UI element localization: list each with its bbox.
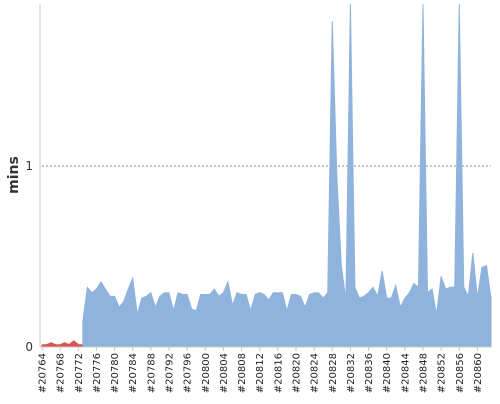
x-tick-label: #20772 [74,353,85,393]
x-tick-label: #20792 [164,353,175,393]
x-tick-label: #20836 [364,353,375,393]
x-tick-label: #20816 [273,353,284,393]
x-tick-label: #20860 [473,353,484,393]
series-line-0 [42,340,83,347]
x-tick-label: #20800 [201,353,212,393]
x-tick-label: #20780 [110,353,121,393]
x-tick-label: #20824 [310,353,321,393]
x-tick-label: #20804 [219,353,230,393]
y-axis-label: mins [6,156,22,194]
x-tick-label: #20812 [255,353,266,393]
axes-layer: mins [6,4,491,348]
x-tick-label: #20796 [183,353,194,393]
x-tick-label: #20764 [38,353,49,393]
x-tick-label: #20832 [346,353,357,393]
x-tick-label: #20820 [291,353,302,393]
x-tick-label: #20788 [146,353,157,393]
x-tick-label: #20840 [382,353,393,393]
x-tick-label: #20856 [455,353,466,393]
y-tick-label: 1 [25,159,33,173]
series-area-1 [82,3,492,348]
y-tick-label: 0 [25,340,33,354]
x-tick-label: #20808 [237,353,248,393]
x-tick-label: #20852 [437,353,448,393]
ticks-layer: 0 1 #20764 #20768 #20772 #20776 #20780 #20784 #2… [25,159,484,393]
x-tick-label: #20828 [328,353,339,393]
x-tick-label: #20844 [400,353,411,393]
x-tick-label: #20768 [56,353,67,393]
series-layer [41,3,492,348]
x-tick-label: #20784 [128,353,139,393]
x-tick-label: #20848 [418,353,429,393]
x-tick-label: #20776 [92,353,103,393]
